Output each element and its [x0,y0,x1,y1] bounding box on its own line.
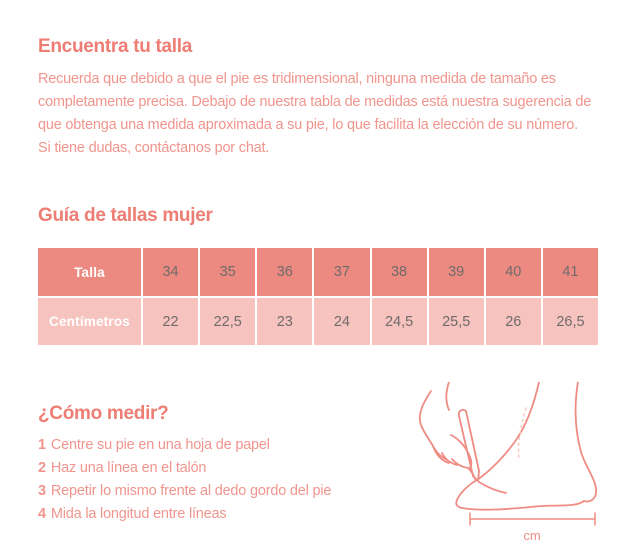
size-guide-title: Guía de tallas mujer [38,205,213,226]
cm-row-label: Centímetros [38,298,141,345]
foot-outline [455,382,597,511]
intro-line: Recuerda que debido a que el pie es trid… [38,71,556,87]
size-cell: 38 [371,248,427,296]
how-to-measure-title: ¿Cómo medir? [38,403,169,424]
cm-cell: 26,5 [542,298,598,345]
size-cell: 41 [542,248,598,296]
size-cell: 36 [257,248,313,296]
step-number: 3 [38,483,46,499]
hand-holding-pencil-icon [418,382,476,480]
intro-line: completamente precisa. Debajo de nuestra… [38,94,592,110]
cm-cell: 24 [314,298,370,345]
intro-line: Si tiene dudas, contáctanos por chat. [38,140,270,156]
women-size-table: Talla 34 35 36 37 38 39 40 41 Centímetro… [38,248,598,345]
intro-line: que obtenga una medida aproximada a su p… [38,117,579,133]
intro-paragraph: Recuerda que debido a que el pie es trid… [38,68,591,160]
step-number: 2 [38,460,46,476]
size-cell: 39 [428,248,484,296]
measure-step: 2 Haz una línea en el talón [38,457,331,480]
cm-label: cm [523,528,540,543]
measure-step: 4 Mida la longitud entre líneas [38,503,331,526]
step-number: 1 [38,437,46,453]
size-row-label: Talla [38,248,141,296]
size-cell: 35 [200,248,256,296]
step-text: Haz una línea en el talón [50,460,207,476]
step-text: Centre su pie en una hoja de papel [50,437,270,453]
measure-step: 3 Repetir lo mismo frente al dedo gordo d… [38,480,331,503]
cm-cell: 26 [485,298,541,345]
cm-cell: 25,5 [428,298,484,345]
cm-cell: 24,5 [371,298,427,345]
find-your-size-title: Encuentra tu talla [38,36,193,57]
step-text: Mida la longitud entre líneas [50,506,227,522]
step-text: Repetir lo mismo frente al dedo gordo de… [50,483,332,499]
cm-cell: 23 [257,298,313,345]
pencil-icon [457,408,480,482]
step-number: 4 [38,506,46,522]
cm-cell: 22,5 [200,298,256,345]
size-cell: 37 [314,248,370,296]
measure-step: 1 Centre su pie en una hoja de papel [38,434,331,457]
dimension-line [469,512,596,526]
measure-steps-list: 1 Centre su pie en una hoja de papel 2 Haz… [38,434,331,526]
foot-measurement-illustration: cm [418,382,597,543]
size-cell: 40 [485,248,541,296]
cm-cell: 22 [143,298,199,345]
size-cell: 34 [143,248,199,296]
